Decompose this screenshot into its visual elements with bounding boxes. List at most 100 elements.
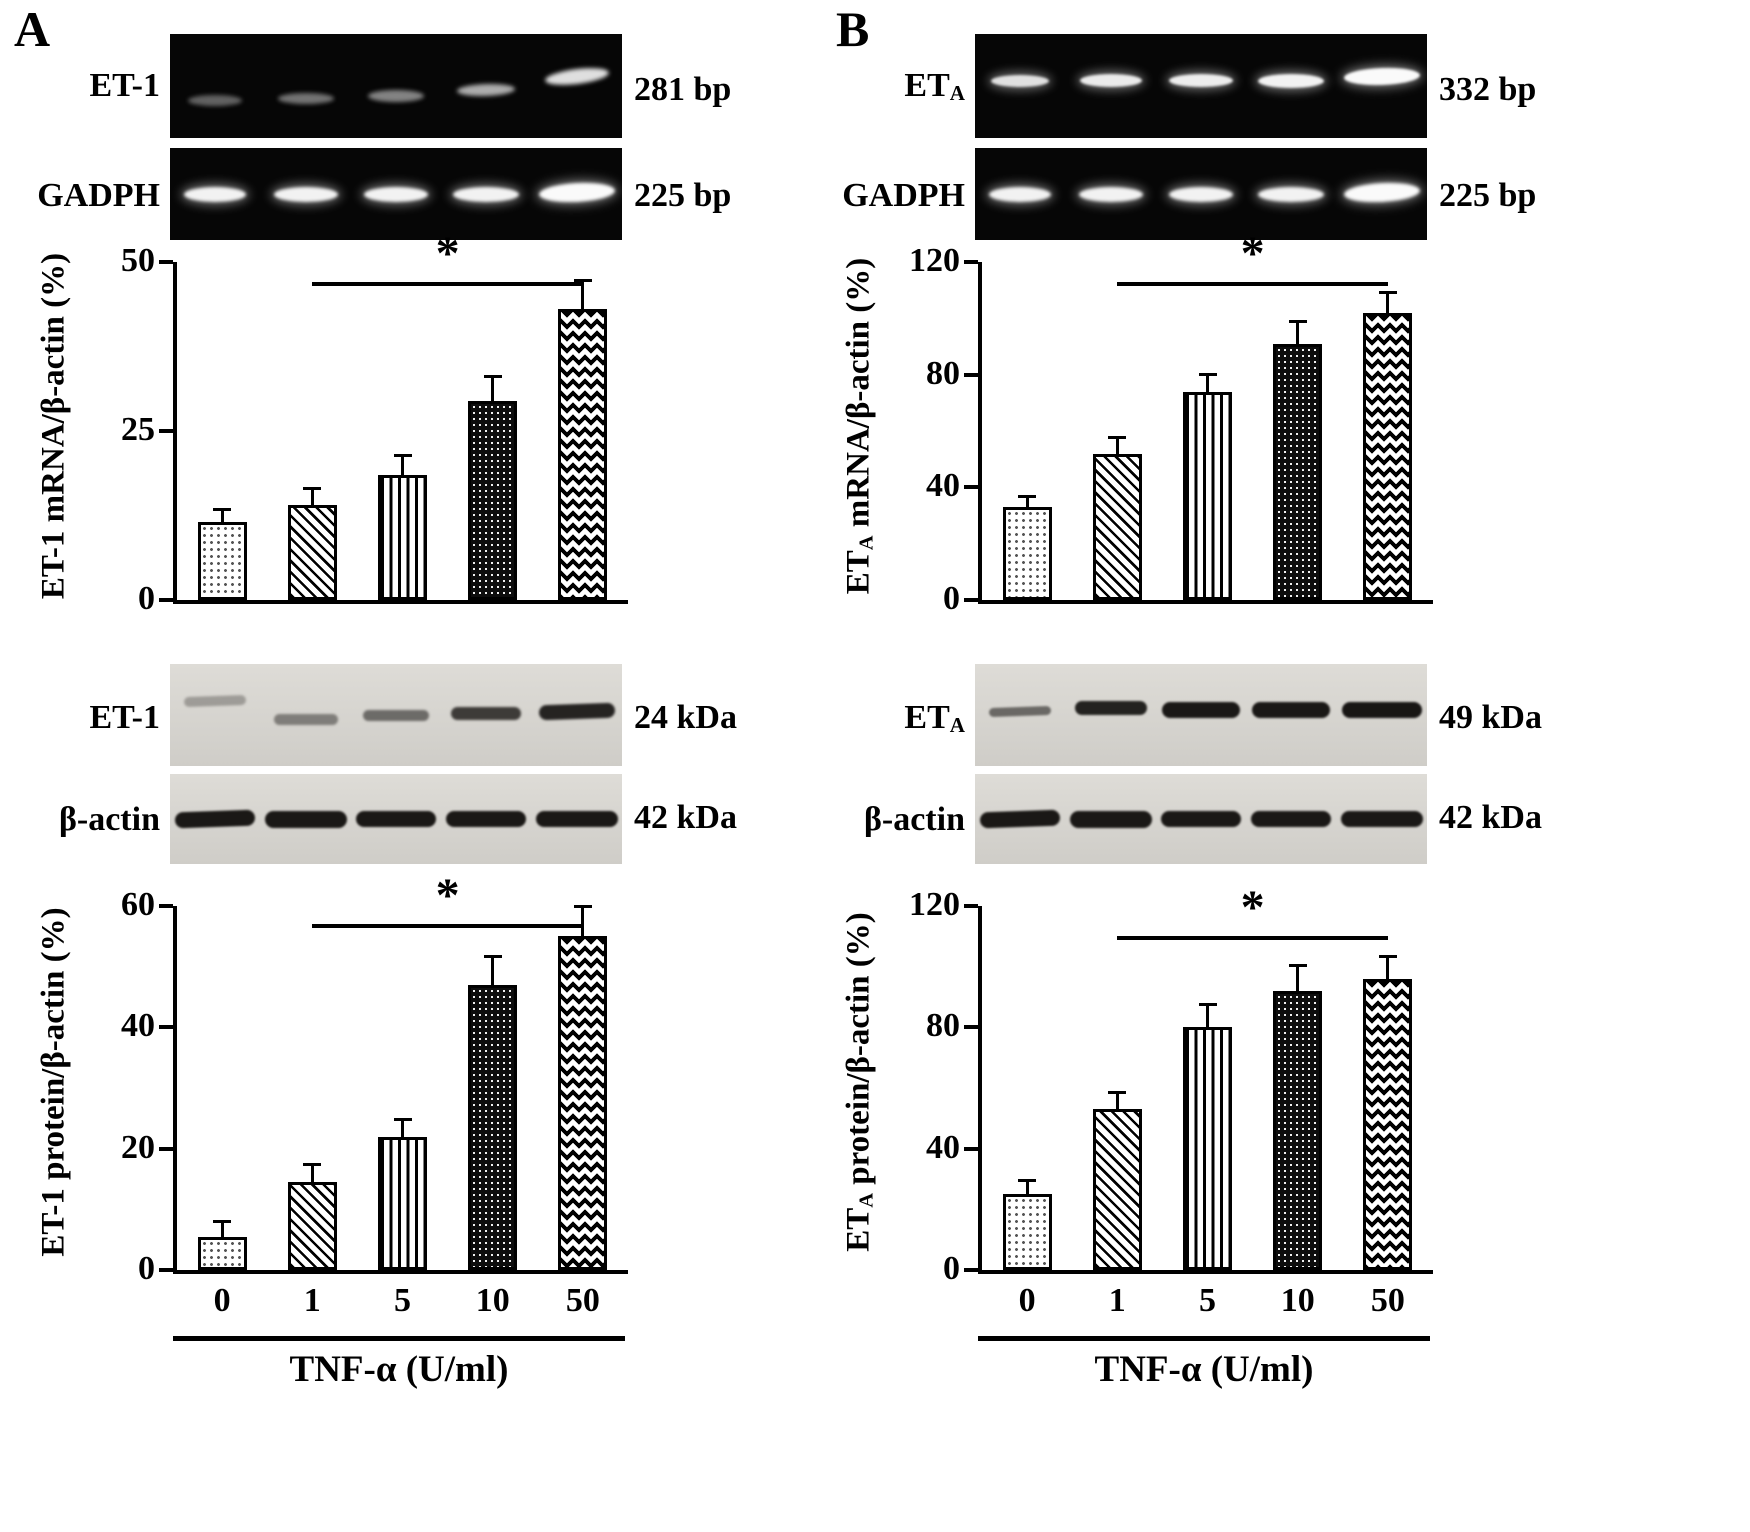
x-tick-label: 50 [565, 1282, 600, 1319]
x-tick-label: 10 [1280, 1282, 1315, 1319]
gel-band [446, 811, 527, 827]
band-size-label: 281 bp [634, 71, 732, 108]
bar [558, 936, 608, 1270]
gel-label-eta: ETA [805, 66, 965, 107]
bar [1363, 978, 1413, 1270]
error-bar-cap [1378, 290, 1397, 294]
y-tick-label: 0 [138, 1250, 155, 1287]
blot-image-a-bactin [170, 774, 622, 864]
error-bar-cap [1378, 954, 1397, 958]
x-tick-label: 10 [475, 1282, 510, 1319]
plot-area: 0 40 80 120 0 1 5 10 50 * [909, 884, 1433, 1319]
gel-label-main: GADPH [37, 177, 160, 214]
gel-band [989, 706, 1052, 718]
gel-band [544, 64, 610, 88]
error-bar-line [1025, 497, 1029, 508]
blot-label-et1: ET-1 [0, 698, 160, 739]
error-bar-line [1115, 438, 1119, 454]
x-tick-label: 50 [1370, 1282, 1405, 1319]
y-tick-mark [964, 1268, 978, 1272]
band-size-label: 49 kDa [1439, 699, 1542, 736]
gel-band [273, 713, 338, 725]
bar [1183, 391, 1232, 600]
bar [1183, 1027, 1232, 1270]
band-size-label: 332 bp [1439, 71, 1537, 108]
band-size-label: 42 kDa [1439, 799, 1542, 836]
y-axis-title-sub: A [855, 535, 878, 551]
blot-label-main: ET-1 [89, 699, 160, 736]
gel-label-gadph: GADPH [805, 176, 965, 217]
error-bar-line [401, 457, 404, 475]
y-tick-mark [964, 372, 978, 377]
x-axis-rule [173, 1336, 625, 1341]
y-tick-label: 50 [121, 242, 155, 279]
gel-label-main: GADPH [842, 177, 965, 214]
error-bar-cap [1288, 319, 1307, 323]
y-tick-mark [964, 1146, 978, 1151]
bar [558, 309, 608, 600]
error-bar-line [220, 1223, 224, 1237]
y-tick-label: 40 [926, 1128, 960, 1166]
gel-band [1258, 73, 1325, 88]
bar [1273, 990, 1323, 1270]
y-axis-title-rest: mRNA/β-actin (%) [35, 252, 72, 531]
gel-band [1341, 701, 1422, 718]
gel-band [538, 180, 616, 204]
error-bar-line [1296, 966, 1300, 991]
x-axis-title: TNF-α (U/ml) [1094, 1349, 1314, 1390]
bar [287, 1182, 337, 1270]
x-tick-label: 5 [1199, 1282, 1216, 1319]
blot-image-a-et1 [170, 664, 622, 766]
error-bar-line [310, 1166, 314, 1182]
error-bar-cap [573, 279, 592, 283]
error-bar-line [401, 1120, 404, 1137]
error-bar-cap [1198, 1003, 1217, 1007]
blot-label-bactin: β-actin [0, 800, 160, 841]
gel-band [457, 83, 516, 98]
x-tick-label: 0 [213, 1282, 231, 1319]
gel-band [273, 186, 338, 202]
y-axis-title: ET-1 protein/β-actin (%) [30, 890, 78, 1274]
error-bar-cap [393, 1117, 412, 1121]
y-axis-title-main: ET-1 [35, 530, 72, 600]
gel-band [1169, 74, 1233, 88]
band-size-label: 24 kDa [634, 699, 737, 736]
plot-area: 0 25 50 * [121, 230, 628, 617]
gel-band [1252, 701, 1331, 718]
gel-band [368, 90, 424, 103]
y-tick-mark [159, 1025, 173, 1030]
gel-band [277, 92, 334, 104]
gel-band [264, 810, 347, 828]
bar [1002, 1194, 1052, 1270]
y-tick-mark [964, 260, 978, 264]
bar [468, 984, 518, 1270]
y-axis-title-rest: mRNA/β-actin (%) [840, 257, 877, 536]
gel-band [363, 709, 429, 721]
y-tick-label: 0 [138, 580, 155, 617]
error-bar-cap [573, 905, 592, 909]
error-bar-cap [483, 955, 502, 959]
gel-label-et1: ET-1 [0, 66, 160, 107]
bar [197, 1236, 247, 1270]
band-size-label: 225 bp [1439, 177, 1537, 214]
gel-band [991, 74, 1050, 87]
y-tick-label: 40 [121, 1007, 155, 1045]
bar [1092, 453, 1142, 600]
gel-image-a-gadph-pcr [170, 148, 622, 240]
bar [1363, 312, 1413, 600]
error-bar-line [1386, 293, 1390, 313]
gel-image-a-et1-pcr [170, 34, 622, 138]
error-bar-cap [303, 1163, 322, 1167]
gel-band [1069, 810, 1152, 828]
bar [378, 474, 427, 600]
gel-band [1169, 186, 1233, 202]
significance-line [312, 282, 583, 287]
y-tick-label: 25 [121, 411, 155, 448]
bar [1092, 1109, 1142, 1270]
gel-band [535, 811, 618, 827]
y-tick-mark [159, 904, 173, 908]
y-tick-label: 20 [121, 1128, 155, 1166]
error-bar-line [491, 377, 495, 401]
error-bar-line [220, 510, 224, 523]
